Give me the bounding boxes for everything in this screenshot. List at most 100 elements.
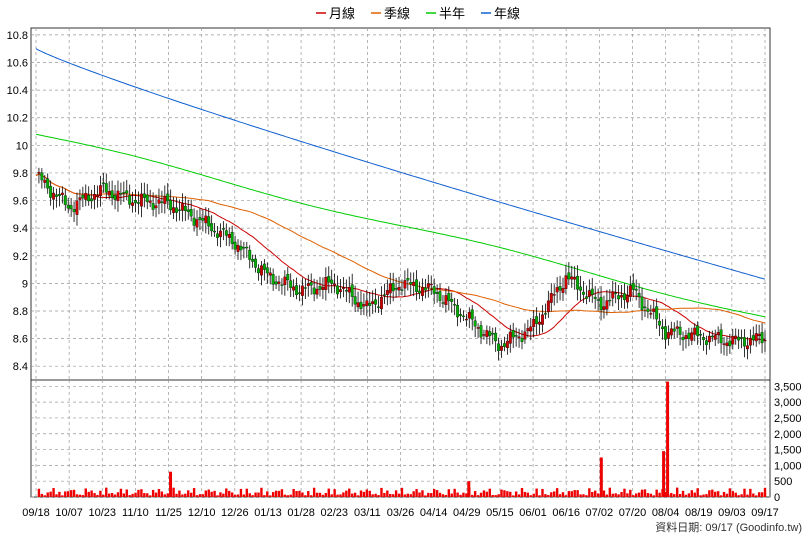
date-tick-label: 04/14 bbox=[420, 507, 448, 519]
volume-bar bbox=[564, 495, 568, 497]
volume-bar bbox=[532, 493, 535, 497]
candle bbox=[505, 334, 509, 355]
date-tick-label: 10/23 bbox=[89, 507, 117, 519]
candle-body bbox=[602, 306, 606, 310]
candle bbox=[239, 240, 243, 261]
candle-body bbox=[142, 193, 146, 198]
candle bbox=[122, 181, 126, 202]
candle-body bbox=[731, 336, 735, 345]
price-tick-label: 9.4 bbox=[13, 223, 28, 235]
candle-body bbox=[204, 215, 208, 224]
volume-bar bbox=[652, 495, 655, 497]
volume-bar bbox=[553, 491, 556, 497]
candle bbox=[461, 310, 465, 322]
candle-body bbox=[423, 287, 427, 291]
candle-body bbox=[382, 294, 386, 296]
candle-body bbox=[687, 332, 691, 339]
price-tick-label: 9 bbox=[22, 278, 28, 290]
candle bbox=[584, 285, 588, 305]
volume-bar bbox=[377, 495, 380, 497]
volume-bar bbox=[210, 491, 213, 497]
candle-body bbox=[643, 306, 647, 309]
volume-bar bbox=[348, 488, 351, 497]
candle bbox=[306, 274, 310, 297]
candle-body bbox=[283, 276, 287, 285]
candle-body bbox=[227, 234, 231, 238]
volume-bar bbox=[646, 493, 650, 497]
volume-bar bbox=[705, 494, 708, 497]
candle bbox=[119, 182, 123, 205]
candle-body bbox=[160, 201, 164, 203]
candle-body bbox=[122, 192, 126, 194]
candle-body bbox=[535, 316, 539, 324]
volume-bar bbox=[233, 494, 237, 497]
candle bbox=[593, 286, 597, 309]
volume-bar bbox=[312, 487, 316, 497]
candle-body bbox=[584, 296, 588, 299]
volume-bar bbox=[266, 491, 269, 497]
candle bbox=[582, 280, 585, 304]
candle-body bbox=[154, 205, 158, 209]
candle-body bbox=[40, 172, 44, 181]
candle bbox=[435, 284, 439, 303]
candle bbox=[321, 277, 325, 300]
volume-bar bbox=[52, 488, 55, 497]
candle-body bbox=[444, 295, 448, 306]
candle-body bbox=[90, 198, 94, 202]
volume-bar bbox=[658, 492, 661, 497]
candle-body bbox=[189, 209, 193, 217]
candle bbox=[681, 331, 685, 351]
candle-body bbox=[646, 308, 650, 312]
candle-body bbox=[385, 290, 389, 295]
candle-body bbox=[210, 223, 214, 232]
candle-body bbox=[567, 272, 571, 280]
candle-body bbox=[415, 279, 419, 293]
volume-bar bbox=[684, 494, 688, 497]
candle bbox=[526, 319, 530, 338]
candle bbox=[368, 292, 372, 317]
candle-body bbox=[620, 295, 623, 298]
candle-body bbox=[178, 209, 181, 211]
candle-body bbox=[397, 286, 401, 291]
volume-bar bbox=[260, 487, 263, 497]
candle-body bbox=[625, 295, 629, 303]
candle-body bbox=[96, 194, 99, 197]
candle bbox=[757, 324, 761, 345]
candle bbox=[541, 305, 544, 333]
volume-bar bbox=[119, 488, 123, 497]
candle bbox=[213, 222, 217, 237]
candle bbox=[444, 288, 448, 313]
volume-bar bbox=[137, 489, 140, 497]
candle-body bbox=[649, 313, 653, 315]
candle-body bbox=[251, 259, 255, 262]
candle bbox=[388, 272, 392, 305]
date-x-axis: 09/18 10/07 10/23 11/10 11/25 12/10 12/26 01/13… bbox=[22, 507, 779, 519]
candle bbox=[590, 277, 594, 303]
volume-bar bbox=[178, 490, 181, 497]
candle-body bbox=[719, 329, 723, 344]
candle bbox=[722, 337, 726, 356]
candle bbox=[459, 308, 462, 323]
candle-body bbox=[268, 272, 272, 276]
candle-body bbox=[552, 294, 556, 296]
candle bbox=[587, 279, 591, 303]
candle bbox=[227, 227, 231, 247]
volume-bar bbox=[520, 487, 524, 497]
candle bbox=[394, 277, 398, 298]
candle-body bbox=[479, 325, 483, 338]
candle bbox=[327, 266, 331, 294]
candle-body bbox=[704, 340, 708, 345]
volume-bar bbox=[359, 490, 363, 497]
volume-bar bbox=[523, 491, 527, 497]
candle bbox=[649, 304, 653, 319]
candle bbox=[236, 239, 240, 260]
candle-body bbox=[500, 345, 503, 351]
date-tick-label: 06/01 bbox=[519, 507, 547, 519]
candle-body bbox=[421, 287, 424, 296]
candle bbox=[634, 279, 638, 301]
candle bbox=[166, 183, 170, 209]
volume-bar bbox=[286, 495, 289, 497]
candle bbox=[163, 185, 167, 214]
candle bbox=[696, 321, 700, 345]
candle-body bbox=[344, 290, 348, 292]
